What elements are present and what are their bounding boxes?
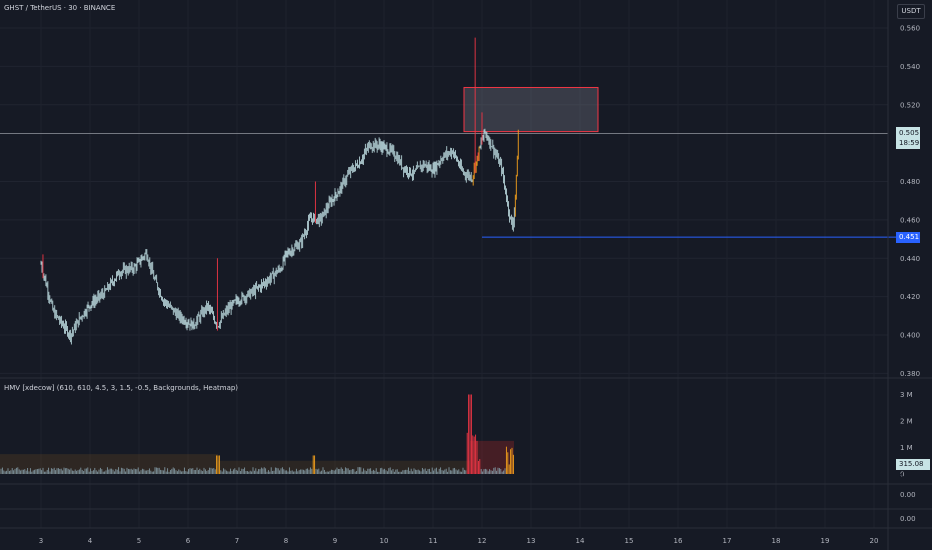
resistance-zone bbox=[463, 86, 599, 133]
time-tick-label: 3 bbox=[39, 537, 43, 545]
volume-axis: 3 M 2 M 1 M 0 bbox=[900, 391, 913, 479]
volume-bars bbox=[0, 394, 514, 474]
time-tick-label: 10 bbox=[380, 537, 389, 545]
price-tick-label: 0.460 bbox=[900, 216, 920, 224]
current-volume-badge: 315.08 K bbox=[896, 459, 930, 479]
grid-lines bbox=[0, 27, 888, 374]
volume-tick-label: 3 M bbox=[900, 391, 913, 399]
currency-button[interactable]: USDT bbox=[897, 4, 925, 19]
chart-title: GHST / TetherUS · 30 · BINANCE bbox=[4, 4, 116, 12]
time-axis[interactable]: 3 4 5 6 7 8 9 10 11 12 13 14 15 16 17 18 19 20 bbox=[39, 537, 879, 545]
time-tick-label: 8 bbox=[284, 537, 288, 545]
price-tick-label: 0.540 bbox=[900, 63, 920, 71]
price-tick-label: 0.480 bbox=[900, 178, 920, 186]
oscillator-tick-label: 0.00 bbox=[900, 491, 916, 499]
time-tick-label: 7 bbox=[235, 537, 239, 545]
time-tick-label: 15 bbox=[625, 537, 634, 545]
time-tick-label: 9 bbox=[333, 537, 337, 545]
time-tick-label: 5 bbox=[137, 537, 141, 545]
time-tick-label: 6 bbox=[186, 537, 191, 545]
current-price-value: 0.505 bbox=[899, 129, 920, 137]
price-candles bbox=[40, 37, 519, 345]
time-tick-label: 16 bbox=[674, 537, 683, 545]
oscillator-tick-label: 0.00 bbox=[900, 515, 916, 523]
time-tick-label: 11 bbox=[429, 537, 438, 545]
price-tick-label: 0.420 bbox=[900, 293, 920, 301]
price-axis[interactable]: 0.560 0.540 0.520 0.480 0.460 0.440 0.420 0.400… bbox=[900, 25, 920, 378]
time-tick-label: 17 bbox=[723, 537, 732, 545]
current-price-badge: 0.505 18:59 bbox=[896, 127, 920, 149]
price-tick-label: 0.440 bbox=[900, 255, 920, 263]
price-tick-label: 0.400 bbox=[900, 332, 920, 340]
time-tick-label: 4 bbox=[88, 537, 93, 545]
time-tick-label: 18 bbox=[772, 537, 781, 545]
volume-tick-label: 2 M bbox=[900, 418, 913, 426]
price-tick-label: 0.520 bbox=[900, 101, 920, 109]
time-tick-label: 19 bbox=[821, 537, 830, 545]
time-tick-label: 14 bbox=[576, 537, 585, 545]
time-tick-label: 20 bbox=[870, 537, 879, 545]
price-tick-label: 0.380 bbox=[900, 370, 920, 378]
volume-tick-label: 1 M bbox=[900, 444, 913, 452]
resistance-zone-box bbox=[463, 86, 599, 133]
time-tick-label: 12 bbox=[478, 537, 487, 545]
support-price-badge: 0.451 bbox=[896, 232, 920, 243]
time-tick-label: 13 bbox=[527, 537, 536, 545]
oscillator-axis: 0.00 0.00 bbox=[900, 491, 916, 523]
countdown-timer: 18:59 bbox=[899, 139, 920, 147]
indicator-label[interactable]: HMV [xdecow] (610, 610, 4.5, 3, 1.5, -0.… bbox=[4, 384, 239, 392]
volume-tick-label: 0 bbox=[900, 471, 904, 479]
price-tick-label: 0.560 bbox=[900, 25, 920, 33]
